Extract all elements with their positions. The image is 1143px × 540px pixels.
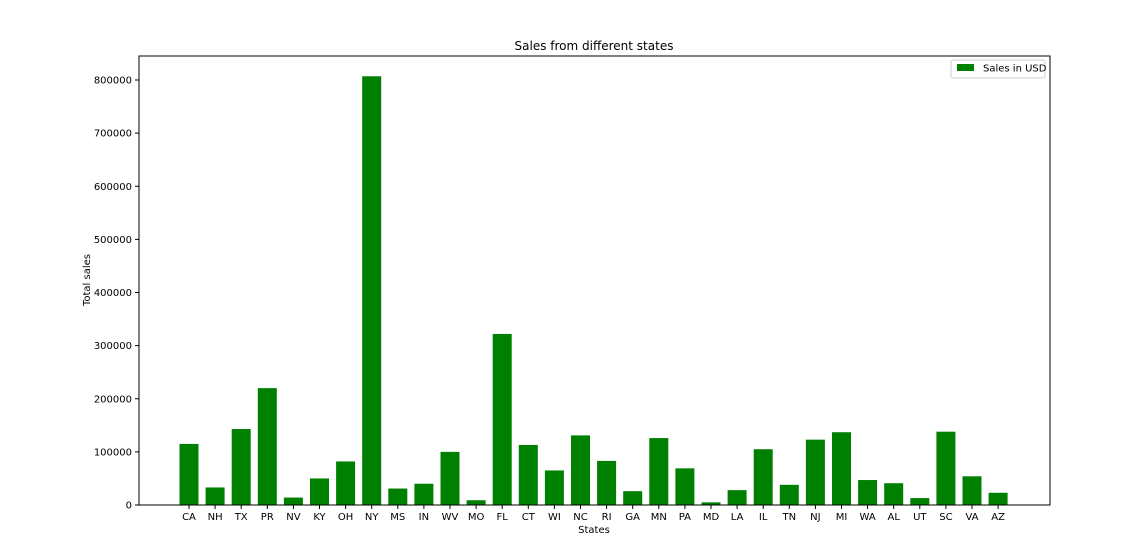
bar-oh xyxy=(336,461,356,505)
x-tick-label: LA xyxy=(731,512,744,523)
chart-title: Sales from different states xyxy=(515,39,674,53)
x-tick-label: WV xyxy=(442,512,459,523)
y-tick-label: 700000 xyxy=(94,129,132,140)
x-tick-label: TX xyxy=(234,512,248,523)
bar-ga xyxy=(623,491,643,505)
bar-ct xyxy=(518,444,538,505)
bar-ky xyxy=(310,478,329,505)
y-tick-label: 200000 xyxy=(94,394,132,405)
legend-label: Sales in USD xyxy=(983,64,1047,75)
bar-wi xyxy=(544,470,564,505)
legend: Sales in USD xyxy=(950,59,1047,79)
y-axis: 0 100000 200000 300000 400000 500000 600000 700… xyxy=(94,76,139,512)
bar-mi xyxy=(832,432,851,505)
bar-wa xyxy=(858,480,878,505)
bar-ca xyxy=(179,443,199,505)
x-axis: CA NH TX PR NV KY OH NY MS IN WV MO FL CT WI NC RI GA MN PA… xyxy=(182,505,1005,523)
plot-frame xyxy=(138,55,1051,506)
bar-ri xyxy=(597,460,617,505)
bar-la xyxy=(727,490,747,505)
x-tick-label: WI xyxy=(548,512,561,523)
x-tick-label: NH xyxy=(208,512,223,523)
x-tick-label: IL xyxy=(759,512,768,523)
bars-group xyxy=(179,76,1008,505)
x-tick-label: PR xyxy=(261,512,274,523)
x-tick-label: NJ xyxy=(810,512,820,523)
y-tick-label: 500000 xyxy=(94,235,132,246)
bar-nv xyxy=(283,497,303,505)
bar-va xyxy=(962,476,982,505)
x-tick-label: MO xyxy=(468,512,485,523)
x-tick-label: NC xyxy=(573,512,587,523)
x-tick-label: AZ xyxy=(991,512,1005,523)
bar-il xyxy=(753,449,773,505)
x-tick-label: GA xyxy=(625,512,640,523)
x-tick-label: PA xyxy=(679,512,691,523)
bar-ny xyxy=(362,76,382,505)
bar-md xyxy=(701,502,721,505)
bar-nh xyxy=(205,487,225,505)
x-tick-label: MI xyxy=(836,512,848,523)
x-tick-label: FL xyxy=(497,512,509,523)
x-tick-label: CA xyxy=(182,512,196,523)
legend-swatch xyxy=(957,64,974,71)
y-tick-label: 400000 xyxy=(94,288,132,299)
x-tick-label: MD xyxy=(703,512,720,523)
x-tick-label: AL xyxy=(887,512,900,523)
x-tick-label: OH xyxy=(338,512,353,523)
x-tick-label: RI xyxy=(602,512,612,523)
bar-ut xyxy=(910,498,930,505)
bar-pr xyxy=(257,388,277,505)
bar-in xyxy=(414,483,434,505)
bar-mn xyxy=(649,438,669,505)
y-tick-label: 800000 xyxy=(94,76,132,87)
y-axis-label: Total sales xyxy=(82,254,93,307)
x-tick-label: NY xyxy=(365,512,379,523)
bar-tx xyxy=(231,429,251,505)
y-tick-label: 600000 xyxy=(94,182,132,193)
bar-fl xyxy=(492,333,512,505)
x-axis-label: States xyxy=(578,525,610,536)
x-tick-label: MS xyxy=(390,512,405,523)
bar-wv xyxy=(440,451,460,505)
bar-pa xyxy=(675,468,695,505)
x-tick-label: TN xyxy=(782,512,797,523)
x-tick-label: UT xyxy=(913,512,927,523)
bar-ms xyxy=(388,488,408,505)
x-tick-label: SC xyxy=(939,512,952,523)
x-tick-label: KY xyxy=(313,512,326,523)
x-tick-label: MN xyxy=(651,512,667,523)
legend-frame xyxy=(950,59,1046,79)
bar-tn xyxy=(779,484,799,505)
x-tick-label: NV xyxy=(286,512,300,523)
bar-mo xyxy=(466,500,486,505)
x-tick-label: VA xyxy=(965,512,978,523)
y-tick-label: 300000 xyxy=(94,341,132,352)
x-tick-label: WA xyxy=(860,512,876,523)
x-tick-label: CT xyxy=(522,512,536,523)
x-tick-label: IN xyxy=(419,512,429,523)
bar-al xyxy=(884,483,904,505)
bar-sc xyxy=(936,431,956,505)
y-tick-label: 100000 xyxy=(94,447,132,458)
bar-nc xyxy=(571,435,590,505)
bar-az xyxy=(988,492,1008,505)
bar-nj xyxy=(805,439,825,505)
y-tick-label: 0 xyxy=(126,501,132,512)
